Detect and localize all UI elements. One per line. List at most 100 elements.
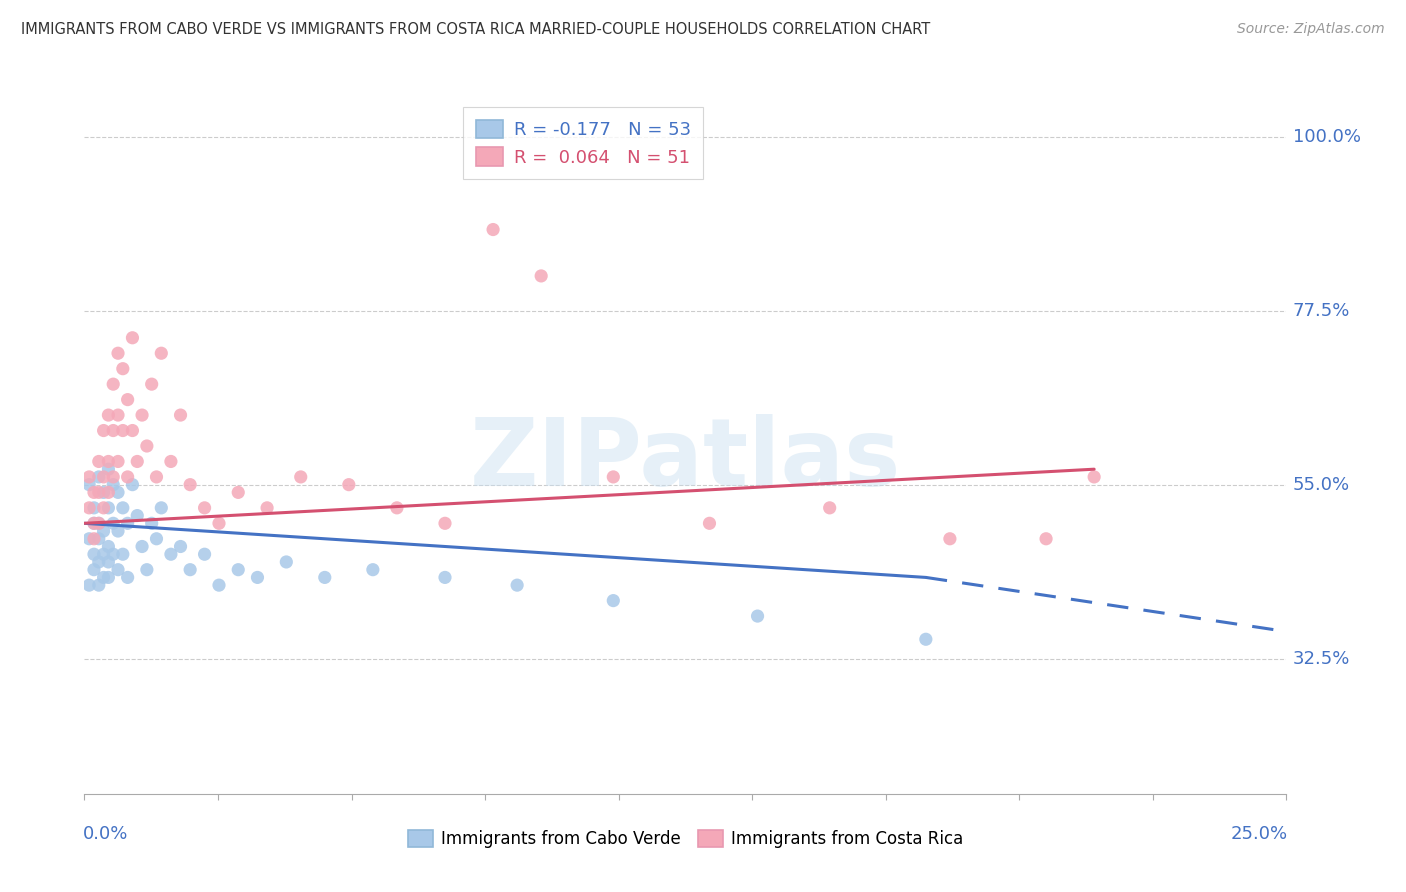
Point: [111, 500, 134, 515]
Point: [83, 485, 105, 500]
Text: 77.5%: 77.5%: [1292, 301, 1350, 319]
Point: [77, 578, 100, 592]
Point: [111, 424, 134, 438]
Point: [246, 570, 269, 584]
Point: [117, 516, 139, 531]
Point: [290, 470, 312, 484]
Point: [93, 500, 115, 515]
Point: [1035, 532, 1057, 546]
Point: [77, 500, 100, 515]
Point: [226, 563, 249, 577]
Point: [87, 555, 110, 569]
Point: [169, 408, 191, 422]
Point: [107, 408, 129, 422]
Point: [747, 609, 769, 624]
Point: [150, 500, 173, 515]
Point: [77, 532, 100, 546]
Point: [135, 439, 157, 453]
Point: [103, 424, 125, 438]
Point: [160, 454, 183, 468]
Point: [117, 392, 139, 407]
Point: [107, 485, 129, 500]
Point: [699, 516, 721, 531]
Text: 55.0%: 55.0%: [1292, 475, 1350, 493]
Point: [915, 632, 938, 647]
Point: [160, 547, 183, 561]
Text: 0.0%: 0.0%: [83, 825, 128, 843]
Point: [77, 477, 100, 491]
Point: [83, 532, 105, 546]
Point: [121, 424, 143, 438]
Point: [103, 470, 125, 484]
Point: [179, 477, 201, 491]
Point: [97, 408, 120, 422]
Point: [93, 524, 115, 538]
Point: [83, 516, 105, 531]
Point: [208, 578, 231, 592]
Point: [97, 454, 120, 468]
Point: [145, 470, 167, 484]
Point: [87, 578, 110, 592]
Text: 100.0%: 100.0%: [1292, 128, 1361, 145]
Point: [169, 540, 191, 554]
Point: [121, 331, 143, 345]
Point: [97, 570, 120, 584]
Point: [93, 485, 115, 500]
Point: [107, 563, 129, 577]
Point: [111, 361, 134, 376]
Point: [434, 570, 457, 584]
Point: [482, 222, 505, 236]
Point: [87, 532, 110, 546]
Text: IMMIGRANTS FROM CABO VERDE VS IMMIGRANTS FROM COSTA RICA MARRIED-COUPLE HOUSEHOL: IMMIGRANTS FROM CABO VERDE VS IMMIGRANTS…: [21, 22, 931, 37]
Point: [939, 532, 962, 546]
Point: [506, 578, 529, 592]
Point: [97, 485, 120, 500]
Point: [93, 470, 115, 484]
Point: [141, 377, 163, 392]
Point: [97, 500, 120, 515]
Point: [87, 516, 110, 531]
Point: [97, 555, 120, 569]
Point: [1083, 470, 1105, 484]
Point: [111, 547, 134, 561]
Point: [141, 516, 163, 531]
Point: [93, 424, 115, 438]
Point: [87, 516, 110, 531]
Point: [818, 500, 841, 515]
Point: [117, 470, 139, 484]
Point: [107, 346, 129, 360]
Point: [87, 470, 110, 484]
Point: [131, 408, 153, 422]
Text: 25.0%: 25.0%: [1230, 825, 1288, 843]
Point: [103, 547, 125, 561]
Point: [530, 268, 553, 283]
Point: [127, 508, 149, 523]
Point: [93, 570, 115, 584]
Point: [135, 563, 157, 577]
Point: [87, 454, 110, 468]
Point: [121, 477, 143, 491]
Point: [107, 454, 129, 468]
Point: [103, 477, 125, 491]
Point: [256, 500, 278, 515]
Point: [314, 570, 336, 584]
Point: [602, 593, 624, 607]
Point: [179, 563, 201, 577]
Point: [145, 532, 167, 546]
Text: ZIPatlas: ZIPatlas: [470, 414, 901, 506]
Point: [602, 470, 624, 484]
Point: [97, 540, 120, 554]
Text: 32.5%: 32.5%: [1292, 649, 1350, 667]
Point: [83, 563, 105, 577]
Point: [97, 462, 120, 476]
Point: [77, 470, 100, 484]
Point: [194, 500, 217, 515]
Point: [208, 516, 231, 531]
Point: [83, 500, 105, 515]
Text: Source: ZipAtlas.com: Source: ZipAtlas.com: [1237, 22, 1385, 37]
Point: [83, 516, 105, 531]
Point: [107, 524, 129, 538]
Point: [87, 485, 110, 500]
Point: [117, 570, 139, 584]
Point: [361, 563, 384, 577]
